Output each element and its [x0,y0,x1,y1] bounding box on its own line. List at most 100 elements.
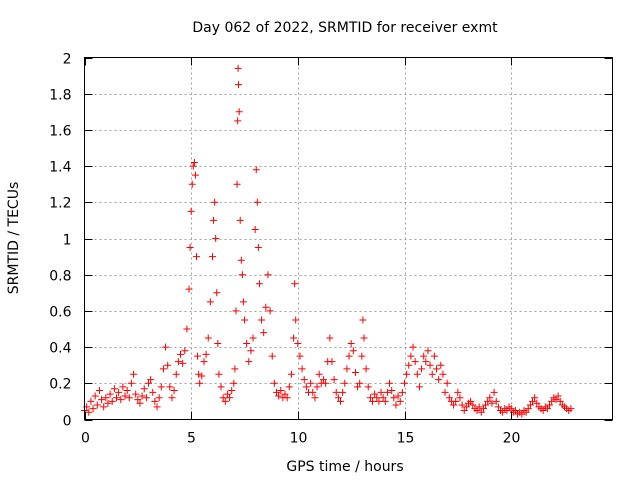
data-point [153,403,161,411]
data-point [130,370,138,378]
data-point [275,392,283,400]
data-point [108,397,116,405]
data-point [162,343,170,351]
data-point [151,397,159,405]
data-point [490,388,498,396]
data-point [486,394,494,402]
data-point [334,394,342,402]
data-point [435,376,443,384]
data-point [264,271,272,279]
y-tick-label: 0.6 [49,305,71,321]
data-point [210,216,218,224]
data-point [445,394,453,402]
data-point [458,401,466,409]
data-point [386,379,394,387]
data-point [546,401,554,409]
data-point [415,383,423,391]
data-point [407,352,415,360]
y-tick-label: 1.2 [49,196,71,212]
data-point [311,394,319,402]
data-point [172,370,180,378]
data-point [322,379,330,387]
data-point [213,289,221,297]
data-point [354,383,362,391]
data-point [369,397,376,405]
data-point [212,235,220,242]
y-tick-label: 1 [63,233,72,249]
y-tick-label: 1.4 [49,160,71,176]
data-point [390,394,398,402]
data-point [456,394,464,402]
data-point [567,405,575,413]
data-point [556,397,564,405]
data-point [85,408,93,416]
data-point [383,388,391,396]
data-point [309,388,317,396]
data-point [188,180,196,188]
data-point [460,406,468,414]
data-point [418,365,426,373]
data-point [307,379,315,387]
data-point [211,198,219,206]
data-point [469,401,477,409]
data-point [258,316,266,324]
data-point [291,280,299,288]
data-point [439,370,447,378]
data-point [332,388,340,396]
data-point [233,180,241,188]
data-point [179,359,187,367]
data-point [302,383,310,391]
data-point [186,244,194,252]
y-tick-label: 0.2 [49,377,71,393]
data-point [221,397,229,405]
data-point [492,397,500,405]
data-point [424,347,432,355]
data-point [191,171,199,179]
data-point [127,379,135,387]
data-point [281,390,289,398]
data-point [300,376,308,384]
data-point [209,253,216,261]
data-point [231,365,239,373]
data-point [533,399,541,407]
data-point [247,347,255,355]
data-point [196,379,204,387]
data-point [268,352,276,360]
data-point [477,408,485,416]
data-point [409,343,417,351]
grid-layer [84,57,613,420]
data-point [554,392,562,400]
data-point [194,352,202,360]
data-point [292,316,300,324]
data-point [475,403,483,411]
y-tick-label: 0.4 [49,341,71,357]
x-tick-label: 5 [187,431,196,447]
data-point [503,406,511,414]
data-point [479,405,487,413]
data-point [452,397,460,405]
x-tick-label: 20 [503,431,521,447]
data-point [511,406,519,414]
data-point [149,388,157,396]
data-point [204,334,212,342]
y-tick-label: 1.6 [49,124,71,140]
data-point [185,285,193,293]
x-axis-label: GPS time / hours [286,459,403,475]
data-point [145,379,152,387]
data-point [518,410,526,418]
data-point [174,358,182,366]
data-point [339,388,347,396]
data-point [366,394,374,402]
data-point [371,390,379,398]
data-point [202,350,210,358]
data-point [277,387,285,395]
data-point [237,256,245,264]
data-point [140,385,148,393]
data-point [467,397,475,405]
chart-title: Day 062 of 2022, SRMTID for receiver exm… [192,20,498,36]
data-point [147,376,155,384]
data-point [360,334,368,342]
data-point [170,387,178,395]
